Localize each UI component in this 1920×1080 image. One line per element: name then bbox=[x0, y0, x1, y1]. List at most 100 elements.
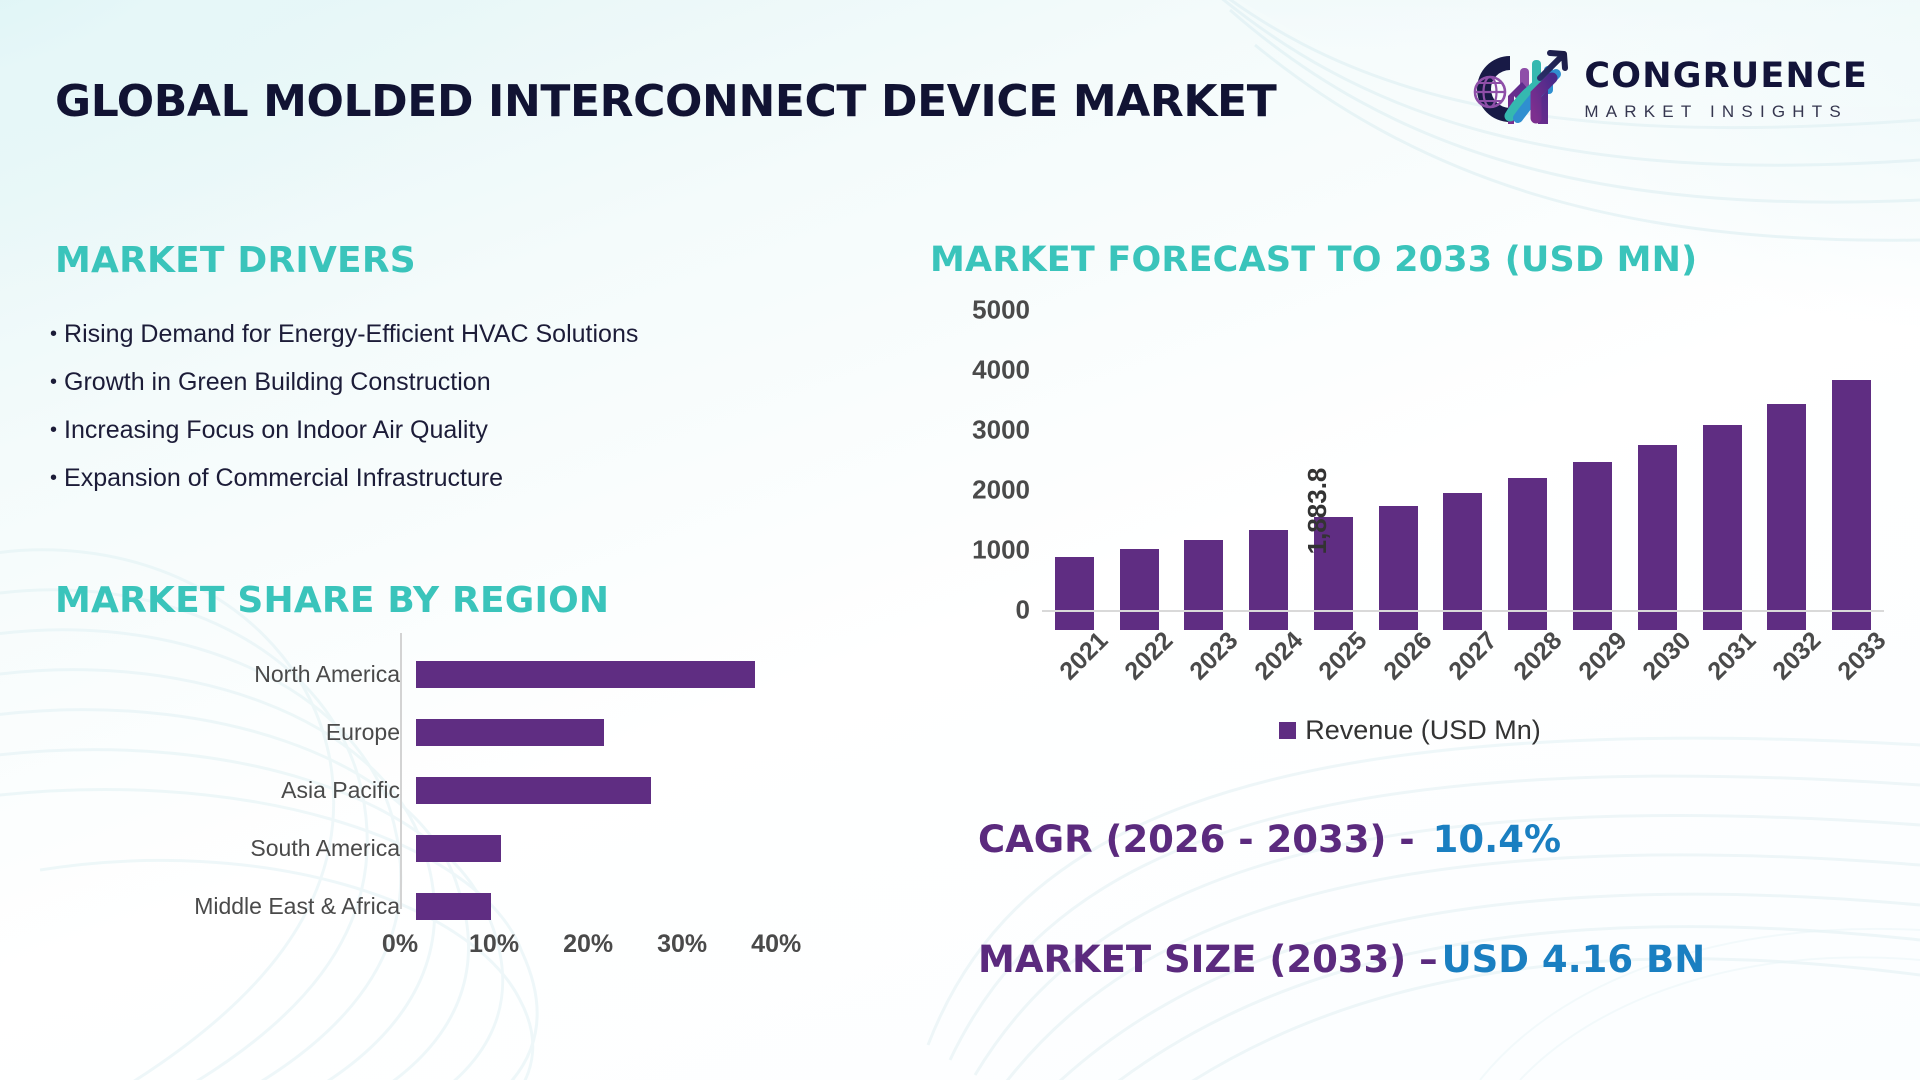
bullet-icon: • bbox=[50, 371, 58, 393]
forecast-bar bbox=[1702, 425, 1742, 630]
market-share-region-chart: North America Europe Asia Pacific South Ame… bbox=[55, 633, 855, 995]
forecast-x-tick-cell: 2033 bbox=[1819, 626, 1891, 720]
region-axis-tick: 40% bbox=[751, 930, 802, 958]
logo-mark-icon bbox=[1452, 48, 1570, 130]
forecast-x-tick: 2021 bbox=[1054, 626, 1114, 686]
forecast-bar bbox=[1054, 557, 1094, 630]
region-bar-row: South America bbox=[55, 819, 815, 877]
forecast-x-tick-cell: 2031 bbox=[1690, 626, 1761, 720]
market-driver-label: Expansion of Commercial Infrastructure bbox=[64, 464, 504, 492]
region-bar bbox=[416, 892, 492, 920]
bullet-icon: • bbox=[50, 323, 58, 345]
forecast-bar bbox=[1637, 444, 1677, 630]
forecast-x-tick: 2031 bbox=[1702, 626, 1762, 686]
region-axis-ticks: 0% 10% 20% 30% 40% bbox=[382, 930, 802, 970]
region-bar-row: Asia Pacific bbox=[55, 761, 815, 819]
kpi-cagr: CAGR (2026 - 2033) - 10.4% bbox=[978, 818, 1561, 861]
forecast-bar-cell bbox=[1042, 310, 1107, 630]
forecast-bar-cell bbox=[1107, 310, 1172, 630]
brand-logo: CONGRUENCE MARKET INSIGHTS bbox=[1452, 48, 1868, 130]
forecast-bar bbox=[1508, 477, 1548, 630]
forecast-x-tick-cell: 2026 bbox=[1366, 626, 1438, 720]
forecast-y-axis-labels: 0 1000 2000 3000 4000 5000 bbox=[930, 295, 1030, 630]
forecast-x-tick-cell: 2024 bbox=[1236, 626, 1308, 720]
forecast-x-tick: 2030 bbox=[1637, 626, 1697, 686]
forecast-y-tick: 1000 bbox=[972, 534, 1030, 565]
forecast-x-tick: 2033 bbox=[1831, 626, 1892, 686]
market-drivers-heading: MARKET DRIVERS bbox=[55, 240, 416, 281]
region-axis-tick: 30% bbox=[657, 930, 708, 958]
forecast-bar-cell bbox=[1172, 310, 1237, 630]
forecast-bar-cell bbox=[1625, 310, 1690, 630]
forecast-bar bbox=[1767, 404, 1807, 630]
forecast-bar-cell bbox=[1819, 310, 1884, 630]
region-bar bbox=[416, 776, 652, 804]
forecast-x-tick: 2022 bbox=[1119, 626, 1179, 686]
region-bar-rows: North America Europe Asia Pacific South Ame… bbox=[55, 645, 815, 935]
forecast-bars: 1,883.8 bbox=[1042, 310, 1884, 630]
forecast-x-tick-cell: 2029 bbox=[1560, 626, 1632, 720]
logo-name: CONGRUENCE bbox=[1584, 55, 1868, 96]
forecast-x-tick-cell: 2028 bbox=[1495, 626, 1567, 720]
forecast-y-tick: 2000 bbox=[972, 474, 1030, 505]
region-label: Europe bbox=[325, 718, 400, 745]
forecast-bar-cell bbox=[1495, 310, 1560, 630]
forecast-bar bbox=[1443, 492, 1483, 630]
forecast-plot-area: 1,883.8 bbox=[1042, 310, 1884, 630]
market-driver-item: • Growth in Green Building Construction bbox=[50, 368, 930, 397]
region-label: South America bbox=[250, 834, 400, 861]
forecast-x-tick-cell: 2030 bbox=[1625, 626, 1697, 720]
kpi-market-size-value: USD 4.16 BN bbox=[1441, 938, 1706, 981]
legend-swatch-icon bbox=[1279, 722, 1297, 739]
forecast-x-tick-cell: 2025 bbox=[1301, 626, 1373, 720]
forecast-x-tick: 2024 bbox=[1249, 626, 1309, 686]
legend-label: Revenue (USD Mn) bbox=[1305, 715, 1541, 745]
region-label: Asia Pacific bbox=[281, 776, 400, 803]
forecast-bar bbox=[1184, 539, 1224, 630]
forecast-y-tick: 4000 bbox=[972, 354, 1030, 385]
market-driver-label: Rising Demand for Energy-Efficient HVAC … bbox=[64, 320, 639, 348]
forecast-x-axis-labels: 2021 2022 2023 2024 2025 2026 2027 2028 2029 2030… bbox=[1042, 626, 1891, 720]
bullet-icon: • bbox=[50, 467, 58, 489]
forecast-x-tick: 2027 bbox=[1443, 626, 1503, 686]
forecast-x-tick-cell: 2027 bbox=[1431, 626, 1502, 720]
forecast-x-tick: 2029 bbox=[1572, 626, 1632, 686]
forecast-baseline bbox=[1042, 610, 1884, 612]
market-driver-item: • Rising Demand for Energy-Efficient HVAC… bbox=[50, 320, 930, 349]
region-bar-track bbox=[416, 645, 815, 703]
region-bar bbox=[416, 718, 605, 746]
region-bar-track bbox=[416, 703, 815, 761]
region-label: Middle East & Africa bbox=[194, 892, 400, 919]
region-bar-track bbox=[416, 819, 815, 877]
market-share-heading: MARKET SHARE BY REGION bbox=[55, 580, 610, 621]
market-forecast-heading: MARKET FORECAST TO 2033 (USD MN) bbox=[930, 240, 1698, 280]
forecast-y-tick: 3000 bbox=[972, 414, 1030, 445]
kpi-cagr-label: CAGR (2026 - 2033) - bbox=[978, 818, 1415, 861]
logo-subtitle: MARKET INSIGHTS bbox=[1584, 101, 1848, 121]
forecast-legend: Revenue (USD Mn) bbox=[930, 715, 1890, 746]
forecast-x-tick: 2026 bbox=[1378, 626, 1438, 686]
forecast-bar-cell bbox=[1690, 310, 1755, 630]
market-driver-label: Increasing Focus on Indoor Air Quality bbox=[64, 416, 488, 444]
region-bar-row: Middle East & Africa bbox=[55, 877, 815, 935]
region-bar-row: North America bbox=[55, 645, 815, 703]
kpi-cagr-value: 10.4% bbox=[1432, 818, 1562, 861]
region-axis-tick: 20% bbox=[563, 930, 614, 958]
market-driver-item: • Increasing Focus on Indoor Air Quality bbox=[50, 416, 930, 445]
forecast-bar bbox=[1832, 380, 1872, 630]
region-bar-row: Europe bbox=[55, 703, 815, 761]
forecast-x-tick-cell: 2032 bbox=[1754, 626, 1826, 720]
bullet-icon: • bbox=[50, 419, 58, 441]
market-drivers-list: • Rising Demand for Energy-Efficient HVAC… bbox=[50, 320, 930, 512]
market-driver-label: Growth in Green Building Construction bbox=[64, 368, 491, 396]
forecast-bar bbox=[1119, 549, 1159, 630]
forecast-bar-cell bbox=[1431, 310, 1496, 630]
forecast-x-tick: 2032 bbox=[1767, 626, 1827, 686]
region-bar bbox=[416, 660, 755, 688]
market-forecast-chart: 0 1000 2000 3000 4000 5000 1,883.8 2021 2022 20… bbox=[930, 295, 1891, 686]
region-bar bbox=[416, 834, 501, 862]
forecast-bar-cell bbox=[1366, 310, 1431, 630]
forecast-x-tick: 2028 bbox=[1508, 626, 1568, 686]
forecast-x-tick-cell: 2021 bbox=[1042, 626, 1114, 720]
